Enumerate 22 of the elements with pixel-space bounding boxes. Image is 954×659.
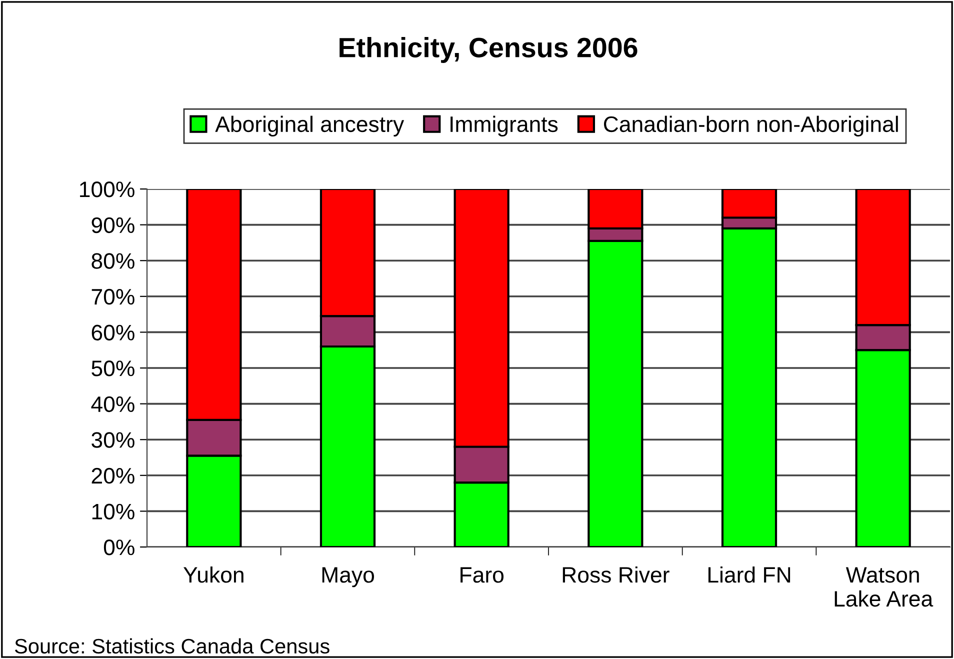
x-tick-label: Faro <box>460 567 504 583</box>
chart-title: Ethnicity, Census 2006 <box>340 37 638 63</box>
source-note: Source: Statistics Canada Census <box>14 638 330 654</box>
y-tick-label: 90% <box>92 217 134 234</box>
y-tick-label: 60% <box>92 324 134 340</box>
y-tick-label: 20% <box>92 468 134 484</box>
y-tick-label: 30% <box>92 432 134 448</box>
legend-label: Aboriginal ancestry <box>215 116 404 136</box>
legend-label: Immigrants <box>450 116 558 136</box>
y-tick-label: 40% <box>91 396 134 412</box>
legend-label: Canadian-born non-Aboriginal <box>604 116 898 136</box>
y-tick-label: 70% <box>92 288 134 305</box>
x-tick-label: Yukon <box>184 566 244 583</box>
y-tick-label: 10% <box>92 504 134 520</box>
x-tick-label: Liard FN <box>708 566 790 583</box>
x-tick-label: Watson Lake Area <box>834 567 934 607</box>
x-tick-label: Mayo <box>322 567 374 588</box>
y-tick-label: 80% <box>92 253 134 269</box>
y-tick-label: 50% <box>92 360 134 376</box>
y-tick-label: 0% <box>104 540 134 556</box>
y-tick-label: 100% <box>80 182 134 198</box>
x-tick-label: Ross River <box>562 566 670 583</box>
